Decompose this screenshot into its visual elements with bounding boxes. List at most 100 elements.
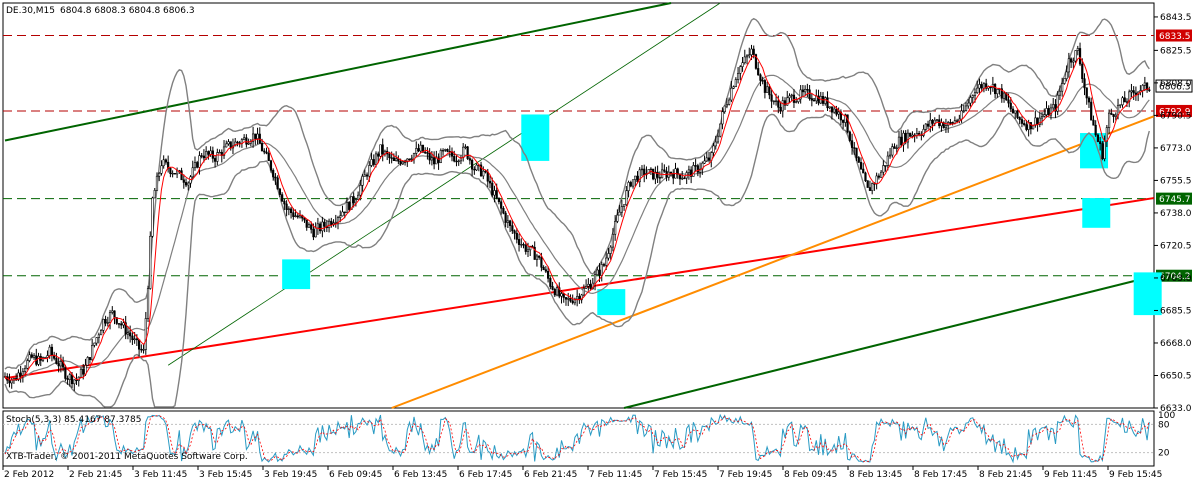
- candle-body: [1103, 141, 1106, 160]
- horizontal-levels-layer: 6833.5 6792.9 6745.7 6704.2 6806.3: [3, 29, 1193, 282]
- candle-body: [871, 183, 874, 191]
- y-tick-label: 6773.0: [1160, 144, 1192, 154]
- candle-body: [198, 155, 201, 168]
- candle-body: [334, 221, 337, 224]
- y-tick-label: 6790.5: [1160, 111, 1192, 121]
- candle-body: [1018, 117, 1021, 120]
- candle-body: [180, 170, 183, 181]
- candle-body: [768, 86, 771, 96]
- current-price-tag: [1155, 79, 1193, 93]
- copyright-text: XTB-Trader, © 2001-2011 MetaQuotes Softw…: [6, 452, 248, 462]
- stoch-main-line: [4, 413, 1150, 464]
- candle-body: [390, 157, 393, 159]
- candle-body: [942, 122, 945, 129]
- candle-body: [251, 133, 255, 142]
- candle-body: [868, 187, 872, 191]
- candle-body: [1002, 92, 1006, 99]
- candle-body: [555, 287, 559, 296]
- stoch-tick-label: 100: [1158, 411, 1175, 421]
- candle-body: [855, 147, 858, 158]
- candle-body: [824, 97, 827, 104]
- candle-body: [274, 176, 277, 179]
- level-tag: [1156, 104, 1192, 117]
- candle-body: [511, 225, 514, 232]
- candle-body: [509, 220, 512, 226]
- candle-body: [681, 177, 684, 180]
- candle-body: [307, 224, 311, 228]
- candle-body: [388, 153, 391, 159]
- channel-upper-line: [4, 2, 672, 142]
- candle-body: [8, 379, 11, 384]
- candle-body: [482, 170, 485, 177]
- candle-body: [759, 74, 762, 81]
- candle-body: [50, 346, 54, 356]
- candle-body: [269, 160, 273, 171]
- candle-body: [690, 169, 693, 177]
- candle-body: [104, 319, 107, 324]
- candle-body: [830, 106, 834, 113]
- candle-body: [781, 100, 784, 112]
- candle-body: [446, 149, 449, 152]
- candle-body: [844, 114, 847, 123]
- candle-body: [1123, 97, 1126, 103]
- candle-body: [408, 158, 411, 161]
- candle-body: [757, 68, 760, 76]
- candle-body: [1011, 108, 1015, 114]
- candle-body: [616, 214, 619, 222]
- candle-body: [607, 253, 610, 259]
- candle-body: [314, 227, 317, 238]
- candle-body: [296, 215, 299, 218]
- candle-body: [410, 158, 413, 161]
- candle-body: [584, 285, 588, 289]
- candle-body: [298, 215, 302, 218]
- candle-body: [323, 221, 326, 227]
- x-tick-label: 6 Feb 17:45: [459, 470, 512, 480]
- candle-body: [1014, 110, 1017, 114]
- candle-body: [93, 342, 96, 346]
- y-tick-label: 6703.0: [1160, 274, 1192, 284]
- candle-body: [207, 151, 210, 155]
- candle-body: [153, 190, 156, 199]
- candle-body: [79, 368, 83, 378]
- candle-body: [808, 89, 811, 100]
- candle-body: [792, 94, 796, 103]
- candle-body: [86, 357, 89, 366]
- candle-body: [506, 220, 509, 223]
- candle-body: [363, 174, 366, 177]
- candle-body: [582, 287, 585, 296]
- candle-body: [433, 157, 436, 165]
- candle-body: [265, 151, 268, 154]
- candle-body: [609, 246, 612, 254]
- candle-body: [205, 151, 208, 159]
- candle-body: [529, 245, 532, 251]
- level-tag: [1156, 29, 1192, 42]
- candle-body: [611, 233, 615, 248]
- candle-body: [593, 274, 597, 284]
- candle-body: [596, 269, 599, 275]
- candle-body: [600, 264, 603, 276]
- candle-body: [694, 165, 697, 167]
- candle-body: [663, 169, 666, 172]
- candle-body: [631, 179, 635, 187]
- candle-body: [752, 48, 755, 55]
- candle-body: [97, 334, 100, 338]
- candle-body: [526, 249, 530, 252]
- candle-body: [1114, 114, 1117, 117]
- candle-body: [761, 80, 764, 82]
- candle-body: [828, 106, 831, 109]
- candle-body: [1045, 108, 1048, 115]
- candle-body: [835, 108, 838, 115]
- candle-body: [940, 122, 943, 127]
- candle-body: [766, 86, 769, 93]
- candle-body: [602, 264, 606, 266]
- y-tick-label: 6755.5: [1160, 176, 1192, 186]
- candle-body: [1038, 117, 1041, 125]
- candle-body: [30, 354, 33, 358]
- x-axis: 2 Feb 2012 2 Feb 21:45 3 Feb 11:45 3 Feb 15…: [2, 466, 1162, 480]
- candle-body: [457, 160, 460, 162]
- candle-body: [1132, 90, 1135, 94]
- candle-body: [931, 119, 934, 124]
- x-tick-label: 6 Feb 13:45: [394, 470, 447, 480]
